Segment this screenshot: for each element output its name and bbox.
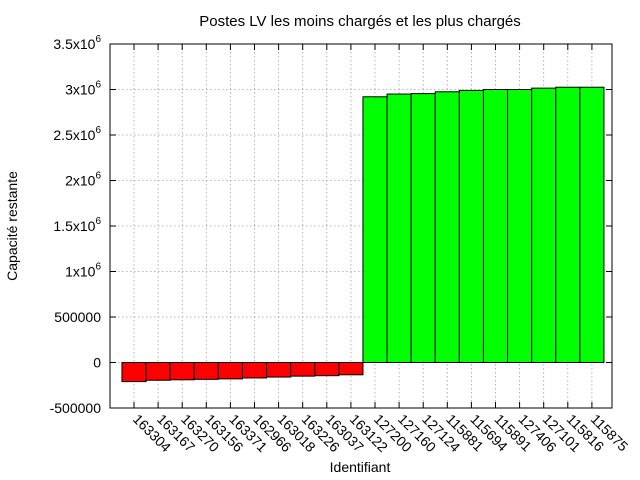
y-tick-exponent: 6 bbox=[95, 125, 101, 136]
bar-115875 bbox=[579, 86, 605, 363]
bar-163270 bbox=[169, 362, 195, 381]
y-tick-label: -500000 bbox=[50, 400, 102, 416]
bar-115891 bbox=[482, 89, 509, 363]
y-tick-exponent: 6 bbox=[95, 262, 101, 273]
y-tick-label: 2x106 bbox=[65, 171, 101, 189]
bar-163304 bbox=[121, 362, 147, 383]
bar-127101 bbox=[531, 87, 557, 363]
y-tick-label: 3x106 bbox=[65, 80, 101, 98]
y-tick-mantissa: 2.5x10 bbox=[53, 127, 95, 143]
y-tick-exponent: 6 bbox=[95, 216, 101, 227]
bar-115881 bbox=[434, 91, 460, 364]
bar-163167 bbox=[145, 362, 171, 381]
bar-163156 bbox=[193, 362, 219, 380]
y-tick-mantissa: 1.5x10 bbox=[53, 218, 95, 234]
y-tick-exponent: 6 bbox=[95, 80, 101, 91]
bar-127200 bbox=[362, 96, 388, 363]
y-tick-label: 500000 bbox=[54, 309, 101, 325]
bar-127160 bbox=[386, 93, 412, 364]
bar-127124 bbox=[410, 93, 436, 363]
y-tick-label: 1x106 bbox=[65, 262, 101, 280]
x-axis-label: Identifiant bbox=[330, 459, 391, 475]
bar-163037 bbox=[314, 362, 340, 377]
bar-163122 bbox=[338, 362, 364, 376]
y-tick-exponent: 6 bbox=[95, 171, 101, 182]
y-tick-mantissa: 1x10 bbox=[65, 264, 96, 280]
bar-127406 bbox=[507, 89, 533, 363]
y-tick-mantissa: 3x10 bbox=[65, 82, 96, 98]
bar-115694 bbox=[458, 89, 484, 363]
bar-163018 bbox=[266, 362, 292, 378]
y-tick-mantissa: 3.5x10 bbox=[53, 36, 95, 52]
y-tick-mantissa: 2x10 bbox=[65, 173, 96, 189]
y-axis-label: Capacité restante bbox=[4, 171, 20, 281]
y-tick-exponent: 6 bbox=[95, 34, 101, 45]
y-tick-label: 0 bbox=[93, 355, 101, 371]
bar-162966 bbox=[241, 362, 268, 379]
bar-115816 bbox=[555, 86, 581, 363]
y-tick-label: 1.5x106 bbox=[53, 216, 101, 234]
y-tick-label: 3.5x106 bbox=[53, 34, 101, 52]
chart-title: Postes LV les moins chargés et les plus … bbox=[199, 13, 521, 30]
y-axis-ticks: 3.5x1063x1062.5x1062x1061.5x1061x1065000… bbox=[50, 34, 612, 416]
bar-163371 bbox=[217, 362, 243, 380]
bars bbox=[121, 86, 605, 383]
y-tick-label: 2.5x106 bbox=[53, 125, 101, 143]
bar-163226 bbox=[290, 362, 316, 377]
